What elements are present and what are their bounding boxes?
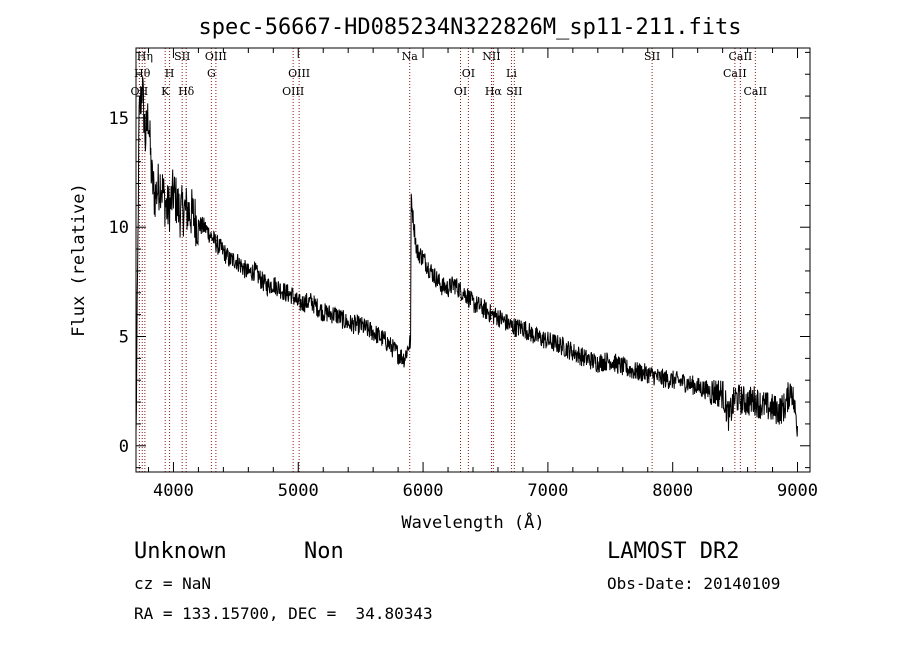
line-marker-label: G: [207, 67, 216, 80]
coordinates: RA = 133.15700, DEC = 34.80343: [134, 604, 433, 623]
line-marker-label: OIII: [288, 67, 310, 80]
survey-name: LAMOST DR2: [607, 539, 740, 564]
line-marker-label: OIII: [282, 85, 304, 98]
line-marker-label: NII: [482, 50, 500, 63]
line-marker-label: Na: [402, 50, 419, 63]
line-marker-label: OI: [462, 67, 475, 80]
line-marker-label: SII: [644, 50, 660, 63]
redshift-value: cz = NaN: [134, 574, 212, 593]
x-tick-label: 8000: [652, 481, 693, 501]
line-marker-label: Hδ: [178, 85, 195, 98]
line-marker-label: CaII: [729, 50, 753, 63]
line-marker-label: Li: [506, 67, 517, 80]
y-axis-label: Flux (relative): [69, 183, 89, 337]
line-marker-label: OI: [454, 85, 467, 98]
object-subclass: Non: [304, 539, 344, 564]
spectrum-series-line: [135, 76, 798, 437]
line-marker-label: CaII: [743, 85, 767, 98]
line-marker-label: SII: [506, 85, 522, 98]
line-marker-label: H: [165, 67, 175, 80]
x-tick-label: 6000: [403, 481, 444, 501]
x-tick-label: 9000: [777, 481, 818, 501]
line-marker-label: CaII: [723, 67, 747, 80]
line-marker-label: Hη: [137, 50, 153, 63]
line-marker-layer: OIIHθHηKHSIIHδGOIIIOIIIOIIINaOIOINIIHαLi…: [131, 48, 767, 472]
x-tick-label: 4000: [153, 481, 194, 501]
line-marker-label: Hθ: [134, 67, 151, 80]
object-class: Unknown: [134, 539, 227, 564]
x-tick-label: 7000: [527, 481, 568, 501]
chart-title: spec-56667-HD085234N322826M_sp11-211.fit…: [198, 15, 741, 40]
x-tick-label: 5000: [278, 481, 319, 501]
line-marker-label: SII: [174, 50, 190, 63]
axis-ticks: 4000 5000 6000 7000 8000 9000 0 5 10 15: [109, 48, 818, 501]
line-marker-label: OIII: [205, 50, 227, 63]
observation-date: Obs-Date: 20140109: [607, 574, 781, 593]
y-tick-label: 0: [119, 437, 129, 457]
line-marker-label: Hα: [485, 85, 503, 98]
x-axis-label: Wavelength (Å): [401, 511, 544, 533]
y-tick-label: 15: [109, 109, 129, 129]
line-marker-label: K: [161, 85, 170, 98]
y-tick-label: 10: [109, 218, 129, 238]
y-tick-label: 5: [119, 327, 129, 347]
